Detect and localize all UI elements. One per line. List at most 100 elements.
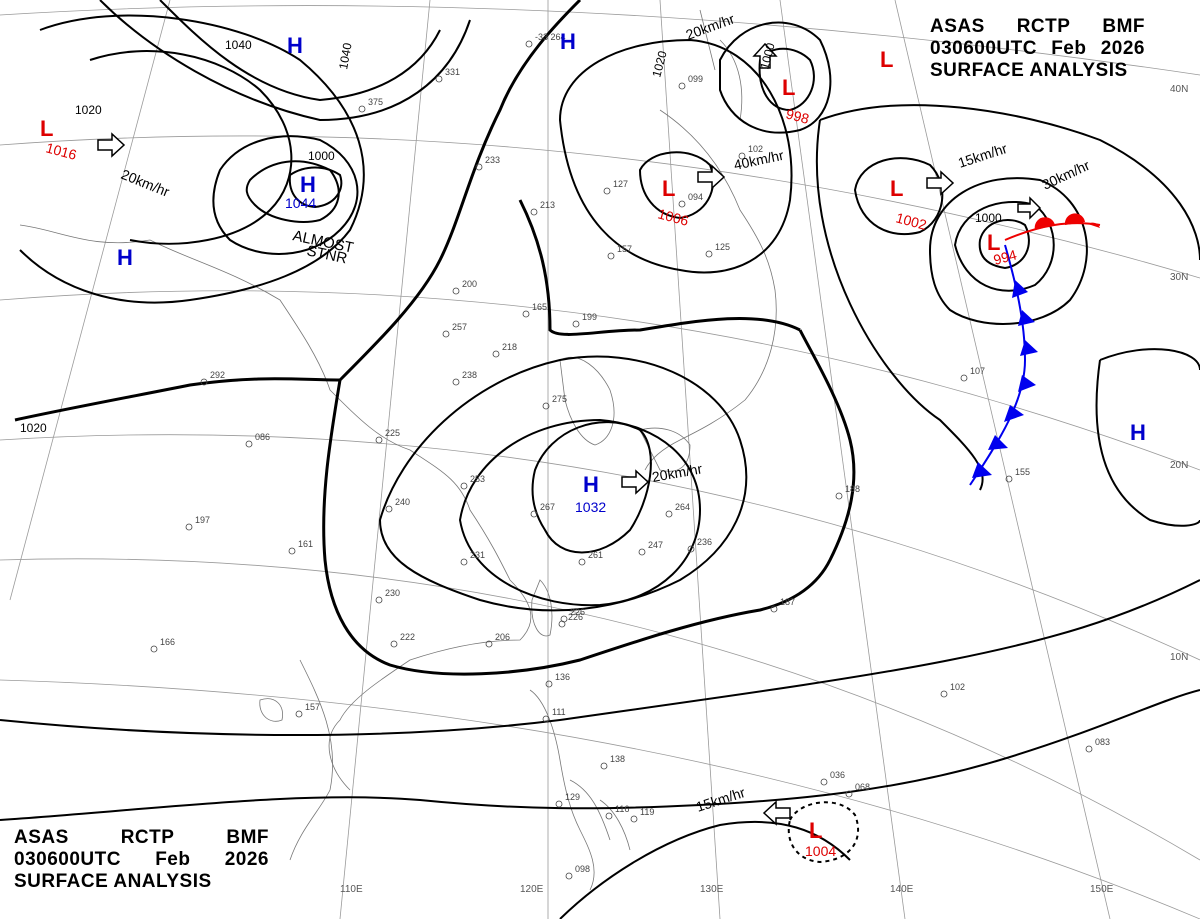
longitude-label: 140E <box>890 884 914 895</box>
latitude-label: 20N <box>1170 460 1188 471</box>
station-plot-value: 116 <box>615 804 629 814</box>
station-plot-value: 261 <box>588 550 603 560</box>
title-suffix: BMF <box>226 827 269 848</box>
station-plot-value: 225 <box>385 428 400 438</box>
station-marker <box>545 680 553 688</box>
station-marker <box>288 547 296 555</box>
station-marker <box>940 690 948 698</box>
coast-korea <box>559 357 615 446</box>
station-marker <box>460 558 468 566</box>
warm-front-semicircle <box>1034 217 1055 230</box>
station-plot-value: 213 <box>540 200 555 210</box>
isobar-label: 1040 <box>225 38 252 52</box>
station-plot-value: 222 <box>400 632 415 642</box>
warm-front-semicircle <box>1064 213 1085 225</box>
map-title-bottom: ASAS RCTP BMF 030600UTC Feb 2026 SURFACE… <box>14 827 269 893</box>
station-marker <box>475 163 483 171</box>
isobar-low-994-inner <box>978 219 1030 270</box>
station-marker <box>687 545 695 553</box>
coast-philippines-islands <box>569 779 631 851</box>
station-plot-value: 125 <box>715 242 730 252</box>
station-plot-value: 292 <box>210 370 225 380</box>
latitude-label: 30N <box>1170 272 1188 283</box>
station-marker <box>485 640 493 648</box>
station-plot-value: 233 <box>485 155 500 165</box>
latitude-line-0 <box>0 558 1200 861</box>
high-marker: H <box>287 33 303 58</box>
isobar-bottom-curve <box>559 820 851 919</box>
low-pressure-systems: L 1016 L 998 L L 1006 L 1002 L 994 L 100… <box>40 47 1019 859</box>
motion-arrow-west <box>762 800 791 826</box>
station-plot-value: 111 <box>552 707 566 717</box>
isobar-ring-north-3 <box>245 160 340 223</box>
title-product: SURFACE ANALYSIS <box>930 60 1128 81</box>
title-code: RCTP <box>120 827 175 848</box>
longitude-label: 130E <box>700 884 724 895</box>
station-marker <box>200 378 208 386</box>
isobar-low-1002 <box>853 157 944 236</box>
station-plot-value: 161 <box>298 539 313 549</box>
station-plot-value: 197 <box>195 515 210 525</box>
isobar-1040-north <box>159 0 441 102</box>
high-marker: H <box>117 245 133 270</box>
station-marker <box>542 715 550 723</box>
coastlines <box>19 9 777 891</box>
station-marker <box>665 510 673 518</box>
low-pressure-value: 998 <box>784 105 811 127</box>
station-marker <box>245 440 253 448</box>
motion-arrow-east <box>621 469 650 495</box>
isobar-low-1006-outer <box>558 38 793 274</box>
station-marker <box>375 436 383 444</box>
latitude-label: 40N <box>1170 84 1188 95</box>
station-plot-value: 165 <box>532 302 547 312</box>
station-plot-value: 155 <box>1015 467 1030 477</box>
station-marker <box>607 252 615 260</box>
station-plot-value: 218 <box>502 342 517 352</box>
cold-front-triangle <box>1020 340 1038 356</box>
station-plot-value: 036 <box>830 770 845 780</box>
high-pressure-value: 1032 <box>575 499 606 515</box>
station-plots: -33 264 331 375 233 213 127 099 094 102 125 157 200… <box>150 32 1110 880</box>
station-plot-value: 331 <box>445 67 460 77</box>
isobar-label: 1020 <box>649 49 670 79</box>
station-marker <box>960 374 968 382</box>
station-marker <box>845 790 853 798</box>
station-marker <box>705 250 713 258</box>
isobar-ring-north-2 <box>212 135 359 255</box>
motion-arrow-east <box>926 170 955 196</box>
isobar-label: 1040 <box>336 41 354 70</box>
title-time: 030600UTC <box>930 38 1037 59</box>
low-pressure-value: 1006 <box>656 205 690 229</box>
station-marker <box>678 82 686 90</box>
coast-japan-kyushu <box>639 427 691 472</box>
isobar-inner-1044 <box>288 166 343 209</box>
low-pressure-value: 1002 <box>894 209 928 233</box>
low-pressure-value: 1016 <box>44 139 78 163</box>
station-marker <box>560 615 568 623</box>
station-marker <box>385 505 393 513</box>
isobar-label: 1000 <box>757 41 778 71</box>
station-plot-value: 083 <box>1095 737 1110 747</box>
title-code: RCTP <box>1016 16 1071 37</box>
cold-front <box>969 244 1038 486</box>
station-marker <box>565 872 573 880</box>
station-plot-value: 166 <box>160 637 175 647</box>
isobar-low-994-outer <box>928 177 1088 325</box>
station-plot-value: 102 <box>950 682 965 692</box>
warm-front <box>1004 213 1101 241</box>
station-plot-value: -33 264 <box>535 32 566 42</box>
warm-front-semicircle <box>1088 222 1100 228</box>
latitude-line-30n <box>0 135 1200 279</box>
station-plot-value: 236 <box>697 537 712 547</box>
coast-taiwan <box>531 579 553 637</box>
isobar-label: 1020 <box>20 421 47 435</box>
isobar-low-994-mid <box>953 200 1055 292</box>
station-plot-value: 157 <box>617 244 632 254</box>
low-marker: L <box>809 818 822 843</box>
station-marker <box>600 762 608 770</box>
station-marker <box>358 105 366 113</box>
motion-arrows <box>97 42 1042 826</box>
station-plot-value: 098 <box>575 864 590 874</box>
station-plot-value: 230 <box>385 588 400 598</box>
